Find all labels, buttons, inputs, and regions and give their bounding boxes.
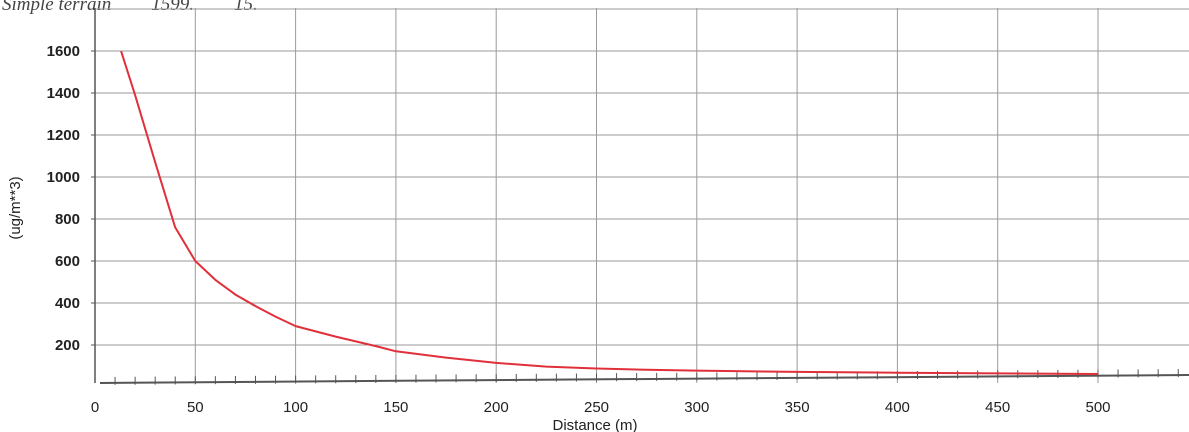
x-tick-label: 250 [584,399,609,416]
x-tick-label: 150 [383,399,408,416]
header-value-1: 1599. [151,0,194,15]
x-tick-label: 50 [187,399,204,416]
header-caption: Simple terrain 1599. 15. [2,0,298,16]
x-tick-label: 450 [985,399,1010,416]
y-tick-label: 800 [55,211,80,228]
y-tick-label: 1000 [47,169,80,186]
header-value-2: 15. [234,0,258,15]
x-tick-label: 400 [885,399,910,416]
y-tick-label: 600 [55,253,80,270]
chart-ticks [91,50,1179,385]
y-axis-label: (ug/m**3) [7,176,24,239]
y-tick-label: 1600 [47,43,80,60]
x-tick-label: 300 [684,399,709,416]
x-tick-label: 100 [283,399,308,416]
x-tick-label: 350 [785,399,810,416]
x-tick-label: 0 [91,399,99,416]
chart-grid [95,8,1189,383]
concentration-series-line [120,50,1099,375]
header-caption-text: Simple terrain [2,0,112,15]
y-tick-label: 1400 [47,85,80,102]
chart-tick-labels: 0 50 100 150 200 250 300 350 400 450 500 200 400 600 8… [47,43,1111,416]
x-tick-label: 500 [1085,399,1110,416]
x-axis-line [99,374,1189,384]
y-tick-label: 400 [55,295,80,312]
y-tick-label: 1200 [47,127,80,144]
x-tick-label: 200 [484,399,509,416]
chart-axes [94,8,1189,384]
x-axis-label: Distance (m) [552,417,637,432]
y-tick-label: 200 [55,337,80,354]
chart-series [120,50,1099,375]
